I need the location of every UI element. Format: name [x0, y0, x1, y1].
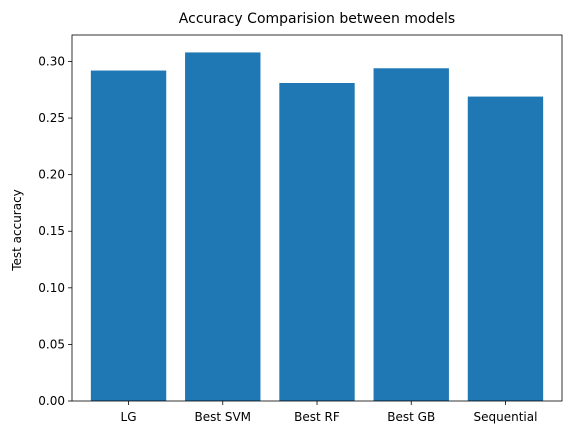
y-axis-label: Test accuracy [10, 189, 24, 272]
y-tick-label: 0.30 [38, 54, 65, 68]
x-tick-label: Sequential [473, 410, 537, 424]
bar-best-svm [185, 52, 261, 402]
bar-best-rf [279, 82, 355, 401]
y-tick-label: 0.20 [38, 168, 65, 182]
plot-frame [71, 34, 563, 402]
x-axis-ticks: LG Best SVM Best RF Best GB Sequential [121, 401, 537, 424]
bar-best-gb [373, 68, 449, 401]
bar-lg [90, 70, 167, 401]
y-tick-label: 0.15 [38, 224, 65, 238]
y-tick-label: 0.10 [38, 281, 65, 295]
y-tick-label: 0.00 [38, 394, 65, 408]
chart-title: Accuracy Comparision between models [179, 11, 455, 27]
bar-sequential [467, 96, 544, 402]
x-tick-label: Best RF [294, 410, 340, 424]
bars-layer [90, 52, 544, 402]
x-tick-label: Best SVM [194, 410, 251, 424]
x-tick-label: LG [121, 410, 137, 424]
x-tick-label: Best GB [387, 410, 435, 424]
y-tick-label: 0.05 [38, 337, 65, 351]
y-axis-ticks: 0.00 0.05 0.10 0.15 0.20 0.25 0.30 [38, 54, 72, 408]
y-tick-label: 0.25 [38, 111, 65, 125]
